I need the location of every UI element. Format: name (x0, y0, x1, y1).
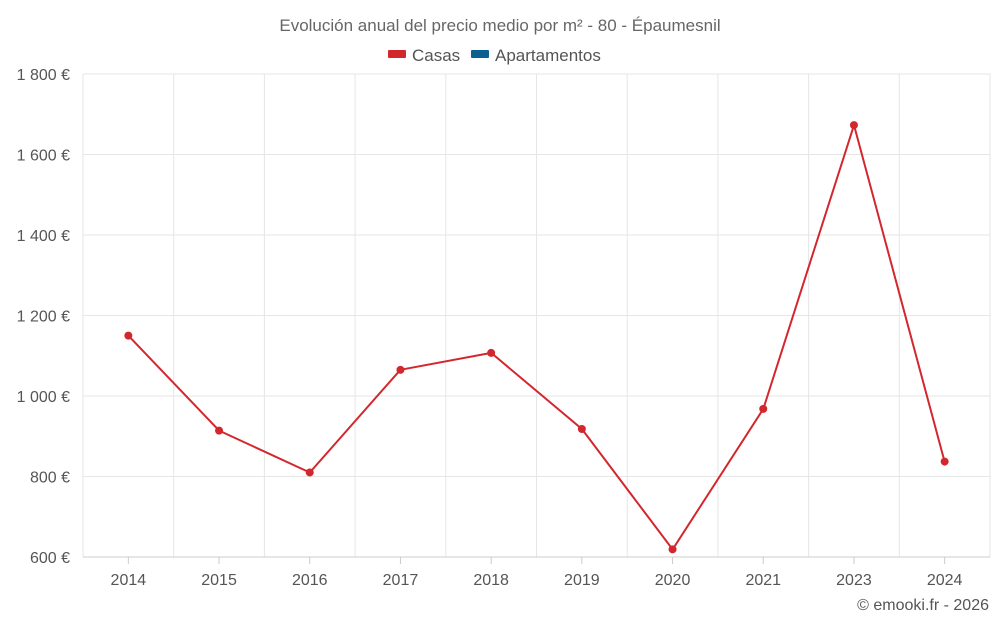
data-point[interactable] (759, 404, 768, 413)
y-tick-label: 600 € (30, 550, 70, 567)
legend-swatch-casas[interactable] (388, 50, 406, 58)
x-tick-label: 2024 (927, 572, 963, 589)
series-casas (124, 121, 949, 554)
data-point[interactable] (668, 545, 677, 554)
chart-title: Evolución anual del precio medio por m² … (279, 16, 720, 35)
legend-swatch-apartamentos[interactable] (471, 50, 489, 58)
data-point[interactable] (305, 468, 314, 477)
grid (82, 73, 991, 557)
x-tick-label: 2021 (745, 572, 781, 589)
x-tick-label: 2018 (473, 572, 509, 589)
y-tick-label: 1 800 € (17, 67, 70, 84)
x-tick-label: 2016 (292, 572, 328, 589)
legend-label-apartamentos[interactable]: Apartamentos (495, 46, 601, 65)
x-tick-label: 2020 (655, 572, 691, 589)
data-point[interactable] (577, 425, 586, 434)
legend-label-casas[interactable]: Casas (412, 46, 460, 65)
y-axis-ticks: 600 € 800 € 1 000 € 1 200 € 1 400 € 1 600 € 1 … (17, 67, 70, 567)
x-tick-label: 2023 (836, 572, 872, 589)
legend: Casas Apartamentos (388, 46, 601, 65)
x-axis-ticks: 2014 2015 2016 2017 2018 2019 2020 2021 2023 2024 (111, 557, 963, 589)
y-tick-label: 800 € (30, 470, 70, 487)
y-tick-label: 1 000 € (17, 389, 70, 406)
data-point[interactable] (396, 365, 405, 374)
x-tick-label: 2014 (111, 572, 147, 589)
data-point[interactable] (849, 121, 858, 130)
y-tick-label: 1 600 € (17, 148, 70, 165)
series-line (127, 124, 946, 551)
x-tick-label: 2019 (564, 572, 600, 589)
y-tick-label: 1 200 € (17, 309, 70, 326)
y-tick-label: 1 400 € (17, 228, 70, 245)
data-point[interactable] (487, 348, 496, 357)
data-point[interactable] (215, 426, 224, 435)
data-point[interactable] (124, 331, 133, 340)
x-tick-label: 2017 (383, 572, 419, 589)
credit-text: © emooki.fr - 2026 (857, 597, 989, 614)
x-tick-label: 2015 (201, 572, 237, 589)
data-point[interactable] (940, 457, 949, 466)
